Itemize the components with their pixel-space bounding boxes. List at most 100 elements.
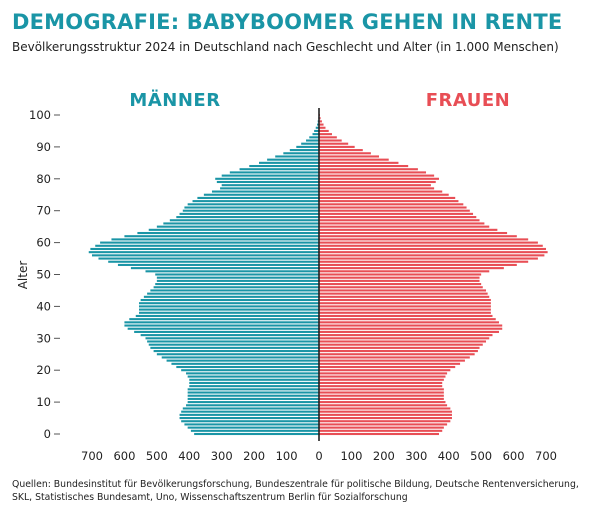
bar-men-age-46 [153, 286, 319, 289]
bar-men-age-61 [111, 238, 319, 241]
bar-women-age-27 [319, 346, 480, 349]
bar-women-age-10 [319, 401, 446, 404]
legend-women: FRAUEN [426, 90, 511, 111]
bar-men-age-83 [239, 168, 319, 171]
x-axis-ticks: 700 600 500 400 300 200 100 0 100 200 300 400 500 600… [81, 449, 557, 463]
bar-women-age-32 [319, 330, 499, 333]
bar-women-age-41 [319, 302, 491, 305]
bar-men-age-74 [197, 196, 319, 199]
y-tick-label-70: 70 [36, 204, 51, 218]
x-tick-label-1: 600 [113, 449, 135, 463]
x-tick-label-2: 500 [146, 449, 168, 463]
bar-women-age-17 [319, 378, 444, 381]
x-tick-label-4: 300 [211, 449, 233, 463]
x-tick-label-9: 200 [373, 449, 395, 463]
bar-men-age-85 [259, 161, 319, 164]
bar-women-age-62 [319, 235, 517, 238]
bar-women-age-77 [319, 187, 435, 190]
bar-women-age-72 [319, 203, 464, 206]
bar-men-age-32 [134, 330, 319, 333]
bar-women-age-94 [319, 133, 332, 136]
x-tick-label-14: 700 [535, 449, 557, 463]
bar-women-age-6 [319, 413, 452, 416]
y-axis-label: Alter [16, 261, 30, 290]
bar-men-age-39 [139, 308, 319, 311]
bar-women-age-13 [319, 391, 444, 394]
bar-men-age-21 [176, 365, 319, 369]
bar-women-age-85 [319, 161, 399, 164]
bar-men-age-31 [140, 334, 319, 337]
bar-men-age-81 [221, 174, 319, 177]
bar-men-age-14 [187, 388, 319, 391]
bar-women-age-43 [319, 295, 490, 298]
bar-women-age-19 [319, 372, 448, 375]
bar-women-age-40 [319, 305, 491, 308]
bar-men-age-79 [216, 180, 319, 184]
bar-men-age-19 [186, 372, 319, 375]
bar-women-age-56 [319, 254, 545, 257]
bar-women-age-68 [319, 216, 477, 219]
chart-title: DEMOGRAFIE: BABYBOOMER GEHEN IN RENTE [12, 10, 563, 34]
bar-men-age-28 [148, 343, 319, 346]
bar-men-age-48 [156, 279, 319, 282]
bar-women-age-67 [319, 219, 480, 222]
bar-men-age-53 [117, 263, 320, 266]
bar-men-age-30 [145, 337, 319, 340]
bar-women-age-91 [319, 142, 349, 145]
bar-men-age-59 [95, 244, 319, 247]
bar-men-age-68 [176, 216, 319, 219]
bar-women-age-71 [319, 206, 467, 209]
bar-men-age-77 [220, 187, 319, 190]
bar-men-age-7 [181, 410, 319, 413]
y-tick-label-50: 50 [36, 268, 51, 282]
population-pyramid: MÄNNER FRAUEN 0 10 20 30 40 50 60 70 80 90 100 700… [16, 89, 557, 463]
x-tick-label-5: 200 [243, 449, 265, 463]
bar-women-age-84 [319, 164, 409, 168]
bar-women-age-73 [319, 200, 459, 203]
bar-men-age-35 [124, 321, 319, 324]
bar-men-age-6 [179, 413, 319, 416]
bar-women-age-78 [319, 184, 431, 187]
y-tick-label-90: 90 [36, 140, 51, 154]
bar-men-age-95 [314, 129, 319, 132]
bar-men-age-94 [312, 133, 319, 136]
bar-men-age-89 [289, 149, 319, 152]
bar-men-age-88 [283, 152, 319, 155]
bar-men-age-69 [179, 212, 319, 215]
bar-men-age-82 [229, 171, 319, 174]
x-tick-label-7: 0 [315, 449, 322, 463]
bar-women-age-36 [319, 318, 496, 321]
bar-women-age-34 [319, 324, 503, 327]
bar-women-age-74 [319, 196, 456, 199]
bar-men-age-27 [150, 346, 319, 349]
bar-men-age-67 [169, 219, 319, 222]
bar-men-age-17 [189, 378, 319, 381]
bar-women-age-23 [319, 359, 465, 362]
bar-men-age-26 [153, 350, 319, 353]
bar-women-age-92 [319, 139, 342, 142]
bar-men-age-49 [156, 276, 319, 279]
bar-women-age-59 [319, 244, 543, 247]
bar-women-age-70 [319, 209, 470, 212]
bar-women-age-11 [319, 397, 444, 400]
bar-women-age-93 [319, 136, 337, 139]
bar-women-age-79 [319, 180, 436, 184]
bar-women-age-42 [319, 298, 491, 302]
bar-women-age-88 [319, 152, 371, 155]
bar-men-age-2 [187, 426, 319, 429]
bar-women-age-45 [319, 289, 487, 292]
bar-women-age-12 [319, 394, 444, 397]
x-tick-label-11: 400 [438, 449, 460, 463]
bar-men-age-84 [249, 164, 319, 168]
bar-women-age-15 [319, 385, 443, 388]
bar-men-age-57 [88, 251, 319, 254]
bar-women-age-87 [319, 155, 379, 158]
bar-women-age-81 [319, 174, 435, 177]
bar-women-age-44 [319, 292, 488, 295]
bar-women-age-89 [319, 149, 363, 152]
bar-women-age-66 [319, 222, 485, 225]
bar-men-age-62 [124, 235, 319, 238]
bar-men-age-34 [124, 324, 319, 327]
bar-men-age-10 [187, 401, 319, 404]
bar-men-age-16 [189, 381, 319, 385]
